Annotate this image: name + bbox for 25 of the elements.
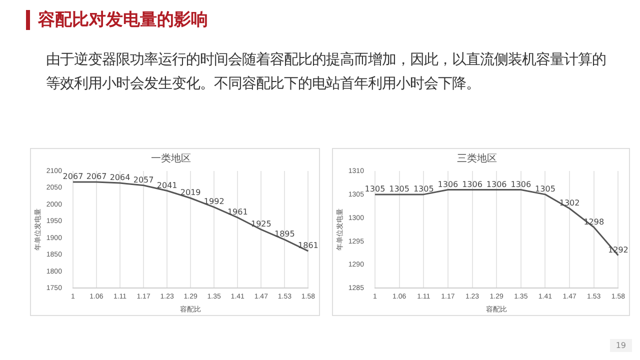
data-label: 2057	[133, 175, 154, 184]
text: 由于逆变器限功率运行的时间会随着容配比的提高而增加，因此，以直流侧装机容量计算的等效利用小时会发生变化。不同容配比下的电站首年利用小时会下降。	[46, 50, 607, 94]
data-label: 1305	[364, 184, 386, 194]
data-label: 2067	[62, 172, 84, 182]
data-label: 1305	[535, 184, 556, 194]
data-label: 1992	[204, 197, 224, 206]
data-label: 1306	[438, 180, 458, 189]
data-label: 1306	[486, 180, 507, 189]
chart-title: 一类地区	[151, 152, 191, 165]
data-label: 1306	[510, 180, 532, 189]
data-label: 1305	[413, 184, 434, 194]
data-label: 2064	[110, 173, 130, 182]
data-label: 1306	[462, 180, 482, 189]
data-label: 1925	[250, 220, 272, 229]
data-label: 1895	[274, 230, 295, 239]
data-label: 1302	[559, 198, 580, 208]
data-label: 2067	[86, 172, 107, 182]
data-label: 1861	[298, 241, 318, 250]
text: 容配比对发电量的影响	[26, 10, 208, 30]
data-label: 2019	[180, 188, 201, 198]
chart-title: 三类地区	[457, 152, 497, 165]
data-label: 2041	[156, 180, 178, 190]
data-label: 1961	[227, 208, 248, 217]
text: 19	[610, 339, 632, 352]
data-label: 1305	[389, 184, 410, 194]
